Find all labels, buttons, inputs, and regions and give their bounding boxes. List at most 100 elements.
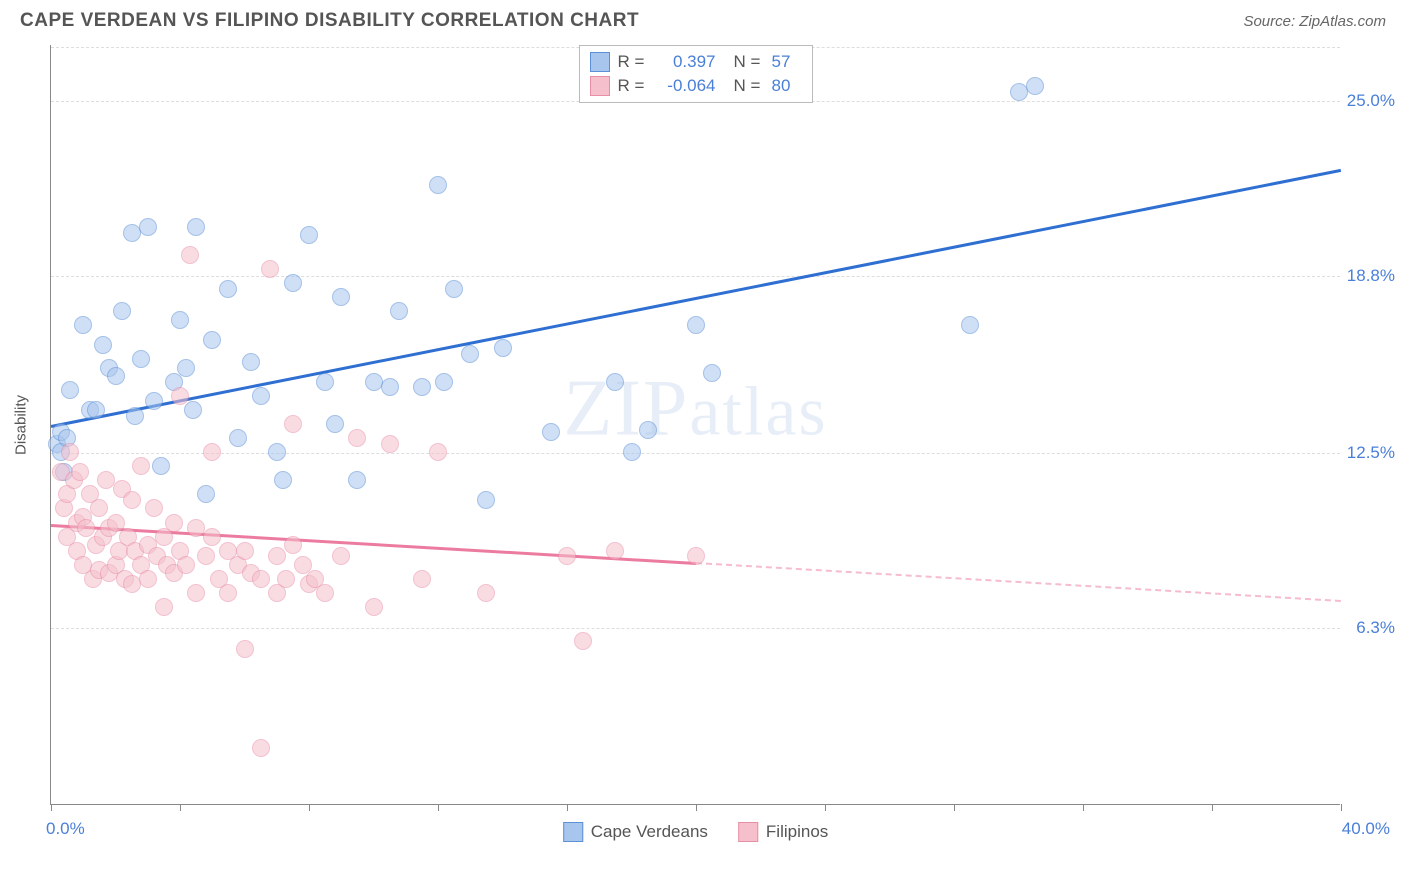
data-point (261, 260, 279, 278)
data-point (132, 457, 150, 475)
data-point (277, 570, 295, 588)
data-point (203, 331, 221, 349)
x-tick (1341, 804, 1342, 811)
data-point (494, 339, 512, 357)
legend-r-value: -0.064 (656, 76, 716, 96)
data-point (203, 528, 221, 546)
series-legend: Cape Verdeans Filipinos (563, 822, 829, 842)
gridline-h (51, 276, 1340, 277)
legend-label: Cape Verdeans (591, 822, 708, 842)
data-point (132, 350, 150, 368)
legend-swatch (738, 822, 758, 842)
legend-swatch (590, 76, 610, 96)
x-tick (51, 804, 52, 811)
data-point (219, 584, 237, 602)
data-point (268, 547, 286, 565)
data-point (477, 491, 495, 509)
data-point (197, 485, 215, 503)
legend-r-value: 0.397 (656, 52, 716, 72)
data-point (126, 407, 144, 425)
data-point (61, 443, 79, 461)
data-point (152, 457, 170, 475)
data-point (177, 359, 195, 377)
data-point (236, 640, 254, 658)
legend-n-value: 57 (772, 52, 802, 72)
watermark: ZIPatlas (563, 364, 827, 455)
x-axis-max-label: 40.0% (1342, 819, 1390, 839)
data-point (542, 423, 560, 441)
data-point (94, 336, 112, 354)
legend-label: Filipinos (766, 822, 828, 842)
x-tick (309, 804, 310, 811)
data-point (429, 176, 447, 194)
legend-r-label: R = (618, 76, 648, 96)
chart-title: CAPE VERDEAN VS FILIPINO DISABILITY CORR… (20, 10, 639, 32)
data-point (381, 435, 399, 453)
data-point (326, 415, 344, 433)
data-point (74, 316, 92, 334)
legend-n-value: 80 (772, 76, 802, 96)
legend-swatch (563, 822, 583, 842)
chart-source: Source: ZipAtlas.com (1243, 13, 1386, 30)
data-point (107, 367, 125, 385)
x-tick (954, 804, 955, 811)
x-tick (1212, 804, 1213, 811)
legend-swatch (590, 52, 610, 72)
data-point (165, 514, 183, 532)
data-point (687, 547, 705, 565)
data-point (236, 542, 254, 560)
data-point (703, 364, 721, 382)
data-point (413, 570, 431, 588)
data-point (332, 547, 350, 565)
data-point (316, 373, 334, 391)
watermark-part2: atlas (689, 374, 827, 451)
data-point (332, 288, 350, 306)
data-point (316, 584, 334, 602)
y-tick-label: 6.3% (1356, 618, 1395, 638)
trendline-extrapolated (696, 562, 1341, 602)
data-point (284, 536, 302, 554)
y-tick-label: 12.5% (1347, 443, 1395, 463)
data-point (139, 570, 157, 588)
gridline-h (51, 453, 1340, 454)
data-point (1010, 83, 1028, 101)
data-point (606, 542, 624, 560)
data-point (274, 471, 292, 489)
legend-item: Cape Verdeans (563, 822, 708, 842)
data-point (197, 547, 215, 565)
y-tick-label: 25.0% (1347, 91, 1395, 111)
data-point (171, 387, 189, 405)
gridline-h (51, 628, 1340, 629)
data-point (574, 632, 592, 650)
data-point (558, 547, 576, 565)
data-point (381, 378, 399, 396)
data-point (268, 443, 286, 461)
data-point (252, 570, 270, 588)
plot-area: Disability ZIPatlas R =0.397N =57R =-0.0… (50, 45, 1340, 805)
data-point (687, 316, 705, 334)
data-point (61, 381, 79, 399)
correlation-legend: R =0.397N =57R =-0.064N =80 (579, 45, 813, 103)
legend-stat-row: R =0.397N =57 (590, 50, 802, 74)
x-axis-min-label: 0.0% (46, 819, 85, 839)
data-point (348, 471, 366, 489)
data-point (477, 584, 495, 602)
data-point (623, 443, 641, 461)
y-axis-label: Disability (13, 394, 30, 454)
data-point (348, 429, 366, 447)
data-point (203, 443, 221, 461)
data-point (1026, 77, 1044, 95)
legend-item: Filipinos (738, 822, 828, 842)
data-point (284, 415, 302, 433)
data-point (461, 345, 479, 363)
data-point (123, 491, 141, 509)
data-point (300, 226, 318, 244)
data-point (87, 401, 105, 419)
data-point (187, 218, 205, 236)
chart-header: CAPE VERDEAN VS FILIPINO DISABILITY CORR… (0, 0, 1406, 37)
x-tick (180, 804, 181, 811)
legend-stat-row: R =-0.064N =80 (590, 74, 802, 98)
data-point (639, 421, 657, 439)
x-tick (438, 804, 439, 811)
x-tick (567, 804, 568, 811)
